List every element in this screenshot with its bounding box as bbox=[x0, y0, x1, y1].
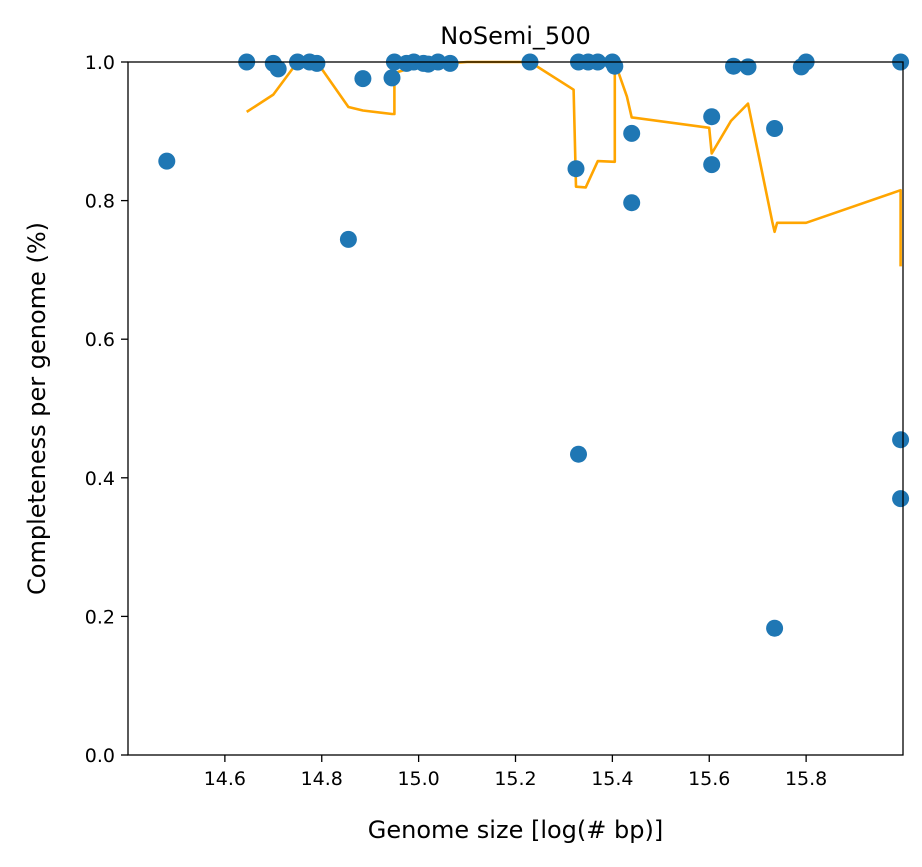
scatter-point-16 bbox=[441, 54, 459, 72]
scatter-point-18 bbox=[567, 160, 585, 178]
y-tick-label: 1.0 bbox=[85, 52, 115, 74]
x-tick-label: 15.6 bbox=[688, 768, 730, 790]
series-line-1 bbox=[245, 60, 902, 267]
chart-title: NoSemi_500 bbox=[440, 22, 591, 50]
scatter-point-27 bbox=[703, 108, 721, 126]
x-tick-label: 15.4 bbox=[591, 768, 633, 790]
x-tick-label: 15.2 bbox=[494, 768, 536, 790]
scatter-point-3 bbox=[269, 60, 287, 78]
scatter-point-30 bbox=[739, 58, 757, 76]
scatter-point-20 bbox=[570, 445, 587, 463]
scatter-point-26 bbox=[623, 194, 641, 212]
scatter-point-0 bbox=[158, 152, 176, 170]
scatter-point-28 bbox=[703, 156, 721, 174]
y-tick-label: 0.8 bbox=[85, 191, 115, 213]
x-tick-label: 14.6 bbox=[204, 768, 246, 790]
y-tick-label: 0.2 bbox=[85, 606, 115, 628]
scatter-point-31 bbox=[766, 120, 784, 137]
x-axis-title: Genome size [log(# bp)] bbox=[368, 816, 663, 844]
y-axis-title: Completeness per genome (%) bbox=[23, 222, 51, 595]
scatter-point-36 bbox=[892, 431, 910, 449]
scatter-point-29 bbox=[725, 57, 742, 75]
x-tick-label: 15.0 bbox=[397, 768, 439, 790]
scatter-point-6 bbox=[308, 54, 326, 72]
scatter-point-24 bbox=[606, 57, 624, 75]
scatter-point-8 bbox=[354, 70, 372, 88]
scatter-point-25 bbox=[623, 124, 641, 142]
x-tick-label: 14.8 bbox=[301, 768, 343, 790]
scatter-point-37 bbox=[892, 490, 910, 508]
y-tick-label: 0.6 bbox=[85, 329, 115, 351]
scatter-point-32 bbox=[766, 619, 784, 637]
y-axis-ticks: 0.0 0.2 0.4 0.6 0.8 1.0 bbox=[85, 52, 128, 767]
scatter-point-7 bbox=[339, 230, 357, 248]
x-tick-label: 15.8 bbox=[785, 768, 827, 790]
x-axis-ticks: 14.6 14.8 15.0 15.2 15.4 15.6 15.8 bbox=[204, 755, 827, 790]
y-tick-label: 0.4 bbox=[85, 468, 115, 490]
scatter-point-9 bbox=[383, 69, 401, 87]
y-tick-label: 0.0 bbox=[85, 745, 115, 767]
